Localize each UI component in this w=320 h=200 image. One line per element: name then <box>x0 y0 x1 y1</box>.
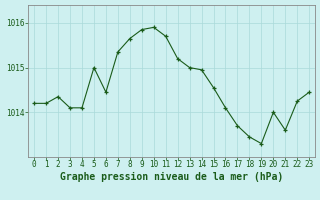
X-axis label: Graphe pression niveau de la mer (hPa): Graphe pression niveau de la mer (hPa) <box>60 172 283 182</box>
